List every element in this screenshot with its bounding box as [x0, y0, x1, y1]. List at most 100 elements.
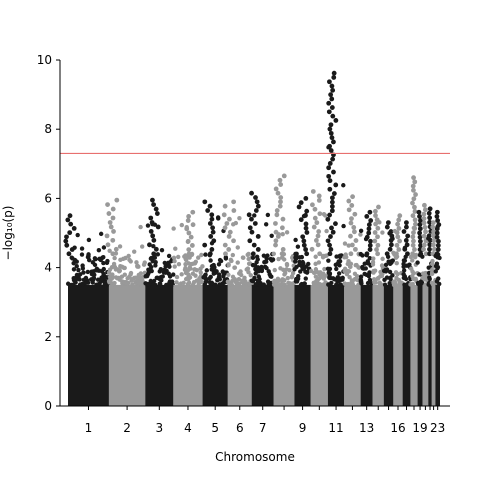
- snp-point: [276, 278, 281, 283]
- snp-point: [365, 280, 371, 286]
- snp-point: [402, 282, 407, 287]
- snp-point: [403, 276, 409, 282]
- x-tick-label: 19: [412, 421, 427, 435]
- snp-point: [234, 280, 239, 285]
- snp-point: [85, 269, 91, 275]
- snp-point: [119, 264, 125, 269]
- snp-point: [137, 278, 143, 283]
- snp-point: [250, 251, 256, 257]
- chromosome-8-points: [271, 173, 297, 406]
- chromosome-10-points: [308, 189, 330, 406]
- snp-point: [421, 216, 427, 221]
- snp-point: [411, 230, 416, 236]
- snp-point: [114, 197, 120, 203]
- snp-point: [373, 213, 378, 218]
- snp-point: [330, 113, 336, 119]
- snp-point: [204, 278, 209, 284]
- snp-point: [405, 251, 410, 257]
- snp-point: [337, 253, 343, 259]
- snp-point: [384, 275, 390, 280]
- snp-point: [209, 263, 215, 269]
- snp-point: [346, 269, 351, 274]
- snp-point: [284, 230, 290, 235]
- snp-point: [273, 238, 279, 244]
- snp-point: [382, 282, 388, 287]
- snp-point: [255, 203, 261, 209]
- snp-point: [413, 192, 418, 197]
- snp-point: [426, 236, 431, 241]
- snp-point: [342, 255, 347, 260]
- chromosome-1-points: [63, 213, 111, 406]
- snp-point: [277, 203, 283, 209]
- snp-point: [226, 247, 232, 252]
- snp-point: [434, 213, 440, 219]
- snp-point: [353, 238, 359, 243]
- snp-point: [277, 177, 283, 183]
- snp-point: [232, 265, 238, 270]
- snp-point: [410, 251, 416, 257]
- snp-point: [364, 251, 370, 257]
- snp-point: [418, 243, 423, 248]
- snp-point: [128, 270, 134, 276]
- snp-point: [325, 216, 331, 222]
- snp-point: [72, 245, 77, 250]
- snp-point: [185, 239, 191, 245]
- y-tick-label: 0: [44, 399, 52, 413]
- snp-dense-band: [310, 284, 328, 406]
- snp-point: [268, 273, 273, 279]
- snp-point: [303, 225, 309, 231]
- snp-point: [316, 193, 322, 199]
- snp-point: [101, 271, 106, 277]
- snp-point: [389, 259, 394, 264]
- snp-point: [166, 253, 172, 259]
- snp-point: [404, 224, 409, 230]
- snp-point: [176, 261, 182, 267]
- snp-point: [104, 233, 110, 239]
- snp-point: [247, 238, 253, 244]
- snp-point: [421, 242, 427, 248]
- snp-point: [139, 244, 145, 249]
- snp-point: [329, 280, 334, 286]
- snp-point: [161, 270, 167, 275]
- x-tick-label: 1: [85, 421, 93, 435]
- snp-point: [330, 195, 335, 201]
- snp-point: [325, 238, 331, 244]
- chromosome-21-points: [426, 206, 434, 406]
- snp-point: [184, 224, 189, 230]
- snp-point: [410, 183, 416, 189]
- snp-point: [328, 247, 334, 252]
- snp-point: [181, 280, 186, 286]
- snp-point: [435, 265, 441, 270]
- snp-point: [401, 272, 406, 277]
- snp-point: [239, 272, 244, 278]
- snp-point: [86, 237, 92, 243]
- y-tick-label: 10: [37, 53, 52, 67]
- snp-point: [354, 277, 360, 282]
- snp-point: [164, 282, 169, 288]
- snp-point: [74, 264, 79, 269]
- snp-point: [231, 208, 237, 213]
- snp-point: [436, 238, 441, 244]
- snp-point: [387, 246, 393, 252]
- snp-point: [301, 242, 307, 248]
- snp-point: [167, 279, 173, 284]
- snp-point: [171, 255, 177, 261]
- snp-point: [374, 247, 379, 252]
- snp-point: [138, 224, 143, 230]
- snp-point: [368, 238, 373, 244]
- snp-dense-band: [402, 284, 411, 406]
- snp-point: [209, 267, 214, 272]
- snp-point: [297, 259, 302, 265]
- snp-point: [235, 260, 240, 265]
- snp-point: [188, 234, 194, 240]
- snp-point: [210, 225, 216, 231]
- snp-point: [179, 222, 185, 228]
- snp-point: [385, 220, 391, 226]
- snp-point: [422, 207, 428, 213]
- snp-point: [90, 276, 96, 281]
- snp-point: [411, 238, 416, 244]
- snp-point: [95, 282, 101, 287]
- snp-point: [294, 279, 300, 284]
- snp-point: [148, 229, 154, 234]
- snp-point: [372, 280, 377, 285]
